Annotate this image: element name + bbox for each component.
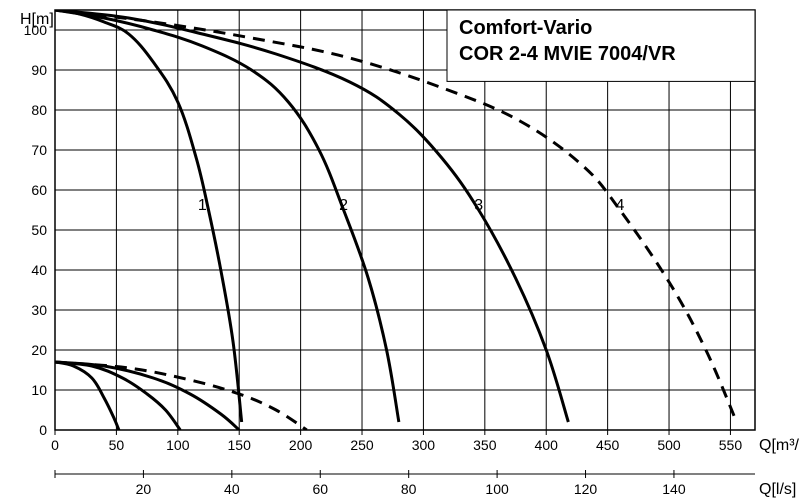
chart-svg: 0102030405060708090100H[m]05010015020025… xyxy=(0,0,800,500)
svg-text:40: 40 xyxy=(31,262,47,278)
svg-text:550: 550 xyxy=(719,437,743,453)
svg-text:40: 40 xyxy=(224,481,240,497)
svg-text:140: 140 xyxy=(662,481,686,497)
svg-text:300: 300 xyxy=(412,437,436,453)
x-axis-secondary-label: Q[l/s] xyxy=(759,481,796,498)
svg-text:500: 500 xyxy=(657,437,681,453)
curve-label: 4 xyxy=(615,197,624,214)
svg-text:20: 20 xyxy=(136,481,152,497)
svg-text:50: 50 xyxy=(109,437,125,453)
svg-text:20: 20 xyxy=(31,342,47,358)
svg-text:250: 250 xyxy=(350,437,374,453)
svg-text:60: 60 xyxy=(312,481,328,497)
curve-label: 2 xyxy=(339,197,348,214)
svg-text:60: 60 xyxy=(31,182,47,198)
svg-text:400: 400 xyxy=(535,437,559,453)
y-axis-label: H[m] xyxy=(20,11,54,28)
svg-text:30: 30 xyxy=(31,302,47,318)
svg-text:120: 120 xyxy=(574,481,598,497)
curve-label: 3 xyxy=(474,197,483,214)
svg-text:350: 350 xyxy=(473,437,497,453)
svg-text:80: 80 xyxy=(401,481,417,497)
svg-text:70: 70 xyxy=(31,142,47,158)
chart-title-line: COR 2-4 MVIE 7004/VR xyxy=(459,43,676,65)
svg-text:90: 90 xyxy=(31,62,47,78)
svg-text:80: 80 xyxy=(31,102,47,118)
svg-text:50: 50 xyxy=(31,222,47,238)
svg-text:100: 100 xyxy=(166,437,190,453)
chart-title-line: Comfort-Vario xyxy=(459,17,592,39)
svg-text:200: 200 xyxy=(289,437,313,453)
svg-text:450: 450 xyxy=(596,437,620,453)
curve-label: 1 xyxy=(198,197,207,214)
svg-text:0: 0 xyxy=(39,422,47,438)
svg-text:150: 150 xyxy=(228,437,252,453)
svg-text:0: 0 xyxy=(51,437,59,453)
pump-curve-chart: 0102030405060708090100H[m]05010015020025… xyxy=(0,0,800,500)
x-axis-primary-label: Q[m³/h] xyxy=(759,437,800,454)
svg-text:100: 100 xyxy=(485,481,509,497)
svg-text:10: 10 xyxy=(31,382,47,398)
